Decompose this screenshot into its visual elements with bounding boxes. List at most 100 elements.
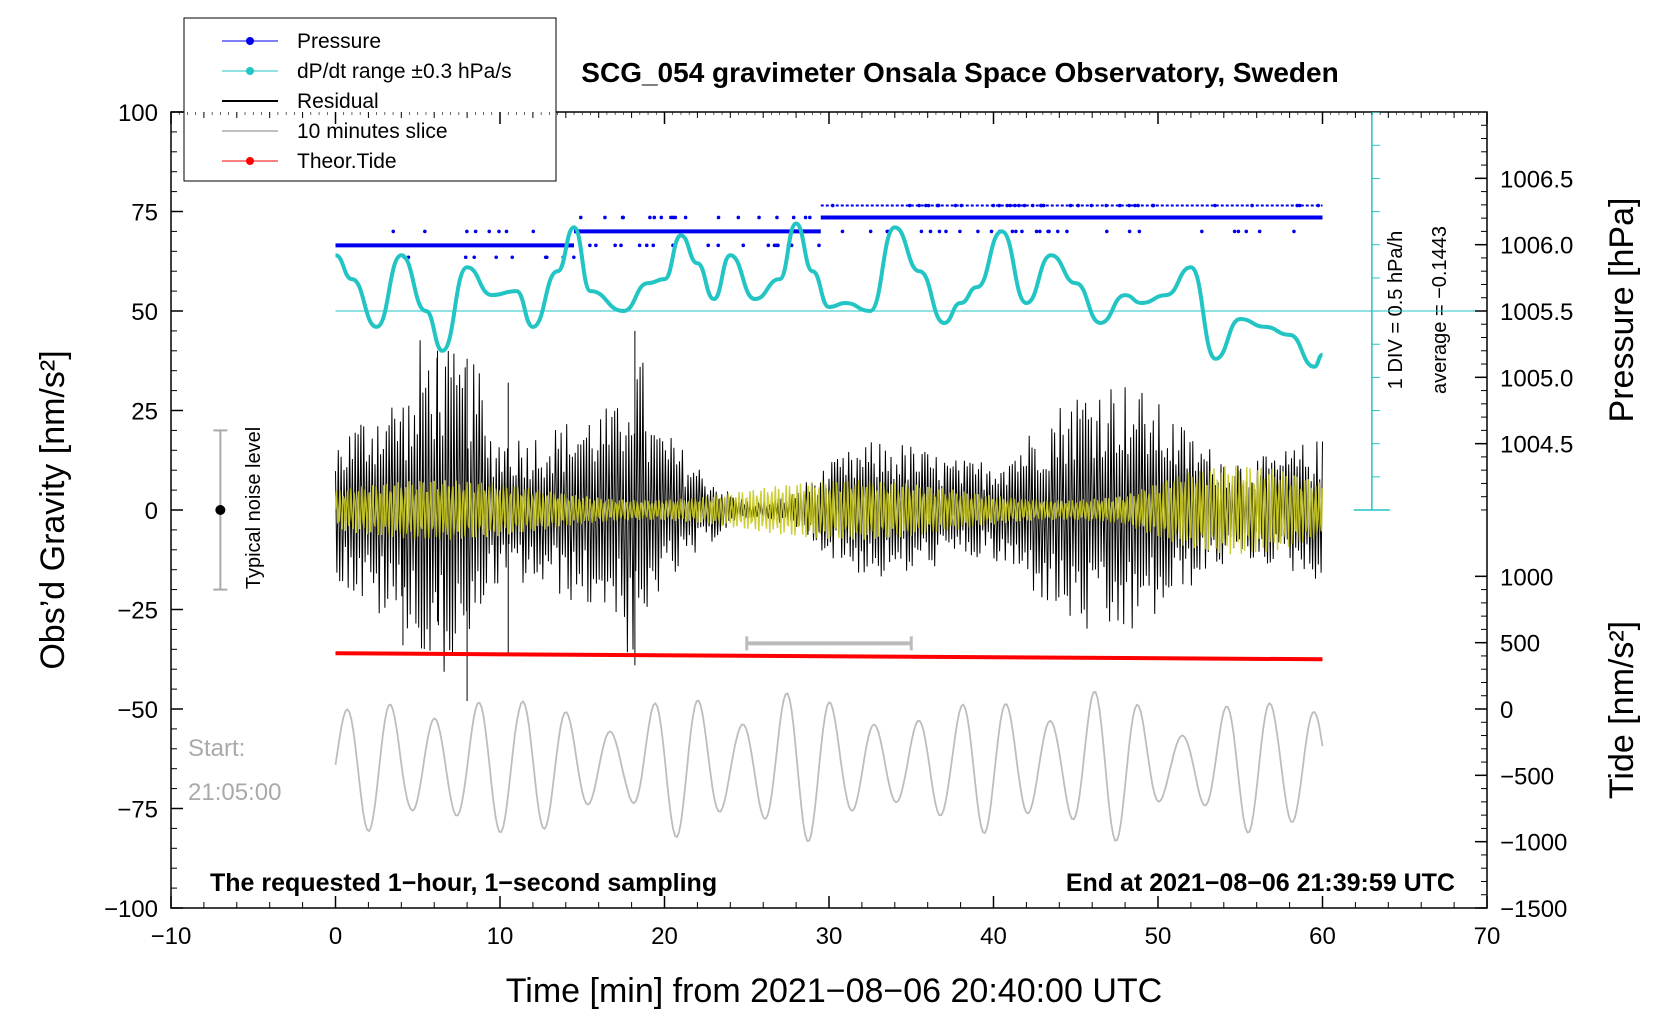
pressure-dot <box>1034 229 1039 234</box>
pressure-dot <box>716 215 721 220</box>
x-tick-label: 70 <box>1474 923 1501 950</box>
bottom-right-note: End at 2021−08−06 21:39:59 UTC <box>1066 869 1455 897</box>
y-tick-label: 100 <box>118 100 158 127</box>
pressure-dot <box>936 203 941 208</box>
pressure-dot <box>1200 229 1204 234</box>
pressure-dot <box>1150 203 1155 208</box>
pressure-dot <box>648 215 652 220</box>
pressure-dot <box>830 203 835 208</box>
tide-line <box>335 651 1323 662</box>
y-tick-label: −100 <box>104 896 158 923</box>
y-tick-label: 25 <box>131 399 158 426</box>
pressure-dot <box>772 243 777 248</box>
pressure-dot <box>1013 203 1017 208</box>
pressure-dot <box>652 215 657 220</box>
pressure-dot <box>494 255 498 260</box>
legend-tide-label: Theor.Tide <box>297 150 397 173</box>
x-tick-label: 30 <box>816 923 843 950</box>
pressure-dot <box>736 215 741 220</box>
tide-tick-label: −1000 <box>1500 830 1567 857</box>
tide-tick-label: −500 <box>1500 763 1554 790</box>
pressure-dot <box>1010 229 1015 234</box>
pressure-dot <box>919 229 924 234</box>
pressure-tick-label: 1004.5 <box>1500 432 1573 459</box>
pressure-tick-label: 1006.0 <box>1500 233 1573 260</box>
tide-tick-label: 500 <box>1500 631 1540 658</box>
pressure-dot <box>644 243 649 248</box>
pressure-dot <box>1030 203 1035 208</box>
pressure-dot <box>1020 229 1024 234</box>
pressure-dot <box>868 229 873 234</box>
y-tick-label: −25 <box>117 598 158 625</box>
pressure-dot <box>1041 203 1046 208</box>
pressure-dot <box>1047 229 1051 234</box>
tide-tick-label: 0 <box>1500 697 1513 724</box>
pressure-dot <box>1117 203 1122 208</box>
pressure-dot <box>997 203 1001 208</box>
pressure-dot <box>1250 203 1254 208</box>
pressure-dot <box>1022 203 1027 208</box>
x-tick-label: −10 <box>151 923 192 950</box>
pressure-dot <box>1037 229 1042 234</box>
legend-residual-label: Residual <box>297 90 379 113</box>
pressure-dot <box>578 215 583 220</box>
pressure-dot <box>1127 229 1132 234</box>
pressure-dot <box>757 215 761 220</box>
pressure-axis-label: Pressure [hPa] <box>1603 198 1641 423</box>
pressure-dot <box>1292 229 1296 234</box>
pressure-dot <box>1127 203 1132 208</box>
pressure-dot <box>937 229 942 234</box>
pressure-dot <box>671 215 675 220</box>
pressure-dot <box>817 243 821 248</box>
legend-box <box>183 17 557 182</box>
pressure-dot <box>531 229 536 234</box>
pressure-dot <box>1014 229 1018 234</box>
y-tick-label: 50 <box>131 299 158 326</box>
pressure-dot <box>1104 203 1109 208</box>
pressure-dot <box>1089 203 1094 208</box>
pressure-dot <box>1295 203 1299 208</box>
pressure-dot <box>1297 203 1302 208</box>
pressure-dot <box>1316 203 1320 208</box>
x-tick-label: 60 <box>1309 923 1336 950</box>
pressure-dot <box>1137 229 1142 234</box>
pressure-dot <box>926 203 931 208</box>
pressure-dot <box>497 229 501 234</box>
axes: −10 0 10 20 30 40 50 60 70−100−75−50−25025507510… <box>104 100 1573 950</box>
noise-bar-center <box>215 505 226 515</box>
pressure-dot <box>1065 229 1069 234</box>
x-tick-label: 20 <box>651 923 678 950</box>
pressure-dot <box>1017 203 1021 208</box>
pressure-dot <box>588 243 592 248</box>
tide-tick-label: 1000 <box>1500 564 1553 591</box>
x-tick-label: 50 <box>1145 923 1172 950</box>
x-tick-label: 0 <box>329 923 342 950</box>
pressure-dot <box>613 243 617 248</box>
pressure-dot <box>473 229 478 234</box>
pressure-dot <box>953 203 958 208</box>
pressure-tick-label: 1006.5 <box>1500 166 1573 193</box>
pressure-dot <box>944 229 948 234</box>
pressure-dot <box>706 243 710 248</box>
pressure-dot <box>619 243 623 248</box>
pressure-dot <box>1076 203 1080 208</box>
pressure-dot <box>917 203 921 208</box>
pressure-dot <box>1039 203 1043 208</box>
pressure-dot <box>510 255 515 260</box>
pressure-dot <box>958 229 962 234</box>
pressure-dot <box>603 215 607 220</box>
pressure-dot <box>1257 229 1262 234</box>
pressure-dot <box>543 255 548 260</box>
pressure-dot <box>991 203 996 208</box>
pressure-dot <box>1232 229 1237 234</box>
pressure-dot <box>907 203 912 208</box>
bottom-left-note: The requested 1−hour, 1−second sampling <box>210 869 717 897</box>
pressure-dot <box>741 243 746 248</box>
pressure-dot <box>1236 229 1241 234</box>
plot-marks <box>334 112 1487 843</box>
pressure-dot <box>808 215 812 220</box>
pressure-dot <box>391 229 396 234</box>
x-tick-label: 40 <box>980 923 1007 950</box>
pressure-dot <box>775 215 779 220</box>
